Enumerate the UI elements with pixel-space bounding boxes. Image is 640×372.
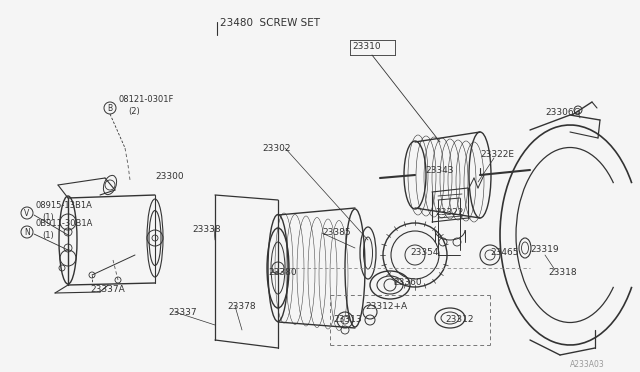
Text: B: B bbox=[108, 103, 113, 112]
Text: 0B911-30B1A: 0B911-30B1A bbox=[35, 219, 92, 228]
Text: 23312: 23312 bbox=[445, 315, 474, 324]
Text: 08121-0301F: 08121-0301F bbox=[118, 95, 173, 104]
Text: 23337: 23337 bbox=[168, 308, 196, 317]
Text: 23313: 23313 bbox=[333, 315, 362, 324]
Text: (2): (2) bbox=[128, 107, 140, 116]
Text: 23306G: 23306G bbox=[545, 108, 580, 117]
Text: 23360: 23360 bbox=[393, 278, 422, 287]
Text: 23300: 23300 bbox=[155, 172, 184, 181]
Text: 23337A: 23337A bbox=[90, 285, 125, 294]
Text: 23322: 23322 bbox=[435, 208, 463, 217]
Text: 23385: 23385 bbox=[322, 228, 351, 237]
Text: (1): (1) bbox=[42, 213, 54, 222]
Text: 23338: 23338 bbox=[192, 225, 221, 234]
Text: 23465: 23465 bbox=[490, 248, 518, 257]
Text: N: N bbox=[24, 228, 30, 237]
Text: 23312+A: 23312+A bbox=[365, 302, 407, 311]
Text: (1): (1) bbox=[42, 231, 54, 240]
Text: 23318: 23318 bbox=[548, 268, 577, 277]
Text: 23343: 23343 bbox=[425, 166, 454, 175]
Text: 23322E: 23322E bbox=[480, 150, 514, 159]
Text: 23302: 23302 bbox=[262, 144, 291, 153]
Text: 23480  SCREW SET: 23480 SCREW SET bbox=[220, 18, 320, 28]
Text: 23380: 23380 bbox=[268, 268, 296, 277]
Text: 23354: 23354 bbox=[410, 248, 438, 257]
Text: 08915-13B1A: 08915-13B1A bbox=[35, 201, 92, 210]
Text: A233A03: A233A03 bbox=[570, 360, 605, 369]
Text: 23310: 23310 bbox=[352, 42, 381, 51]
Text: 23319: 23319 bbox=[530, 245, 559, 254]
Text: V: V bbox=[24, 208, 29, 218]
Text: 23378: 23378 bbox=[227, 302, 255, 311]
